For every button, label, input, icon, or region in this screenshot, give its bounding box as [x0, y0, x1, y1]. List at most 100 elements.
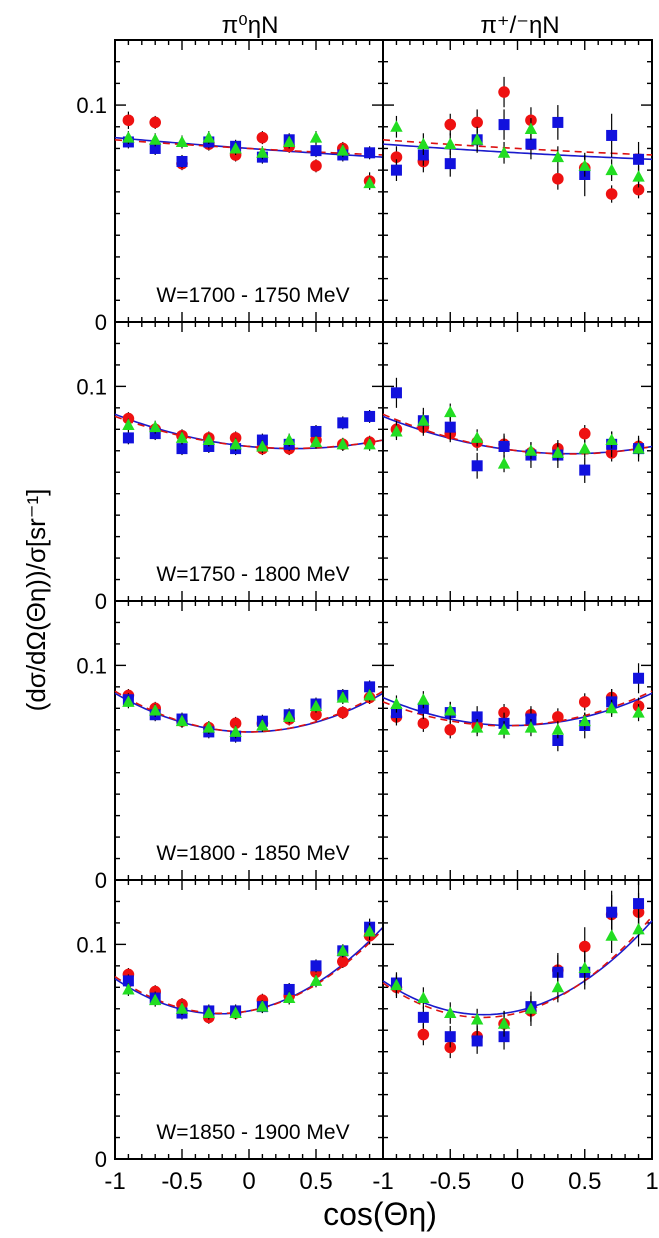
fit-curve-dashed [382, 138, 653, 156]
x-tick-label: -1 [372, 1168, 393, 1195]
x-tick-label: 1 [645, 1168, 658, 1195]
y-tick-label: 0 [95, 1147, 107, 1172]
data-point-triangle [578, 961, 591, 973]
panel-6: 0 0.1 -1 -0.5 0 0.5 W=1850 - 1900 MeV [76, 879, 384, 1195]
data-point-triangle [256, 439, 269, 452]
data-point-triangle [336, 144, 349, 156]
data-point-triangle [256, 146, 269, 158]
data-point-triangle [390, 424, 403, 437]
panel-frame [114, 321, 384, 602]
data-point-circle [578, 940, 591, 953]
data-point-square [633, 153, 645, 165]
x-axis-title: cos(Θη) [323, 1196, 437, 1232]
data-point-circle [444, 723, 457, 736]
data-point-triangle [122, 982, 135, 995]
data-point-circle [417, 1028, 430, 1041]
data-point-circle [552, 173, 564, 185]
panel-frame [114, 39, 384, 323]
y-tick-label: 0.1 [76, 653, 107, 678]
data-point-square [364, 147, 376, 159]
data-point-triangle [363, 437, 376, 450]
data-point-triangle [283, 135, 296, 147]
data-point-circle [229, 717, 242, 730]
data-point-triangle [390, 978, 403, 991]
data-point-triangle [578, 714, 591, 727]
data-point-triangle [229, 725, 242, 737]
x-tick-label: 0 [511, 1168, 524, 1195]
data-point-square [444, 421, 456, 433]
data-point-triangle [605, 929, 618, 941]
energy-range-label: W=1850 - 1900 MeV [156, 1121, 349, 1144]
data-point-circle [122, 114, 135, 127]
data-point-triangle [417, 414, 430, 426]
data-point-circle [337, 955, 349, 968]
data-point-triangle [632, 442, 645, 454]
y-tick-label: 0.1 [76, 932, 107, 957]
data-point-circle [605, 188, 618, 200]
data-point-triangle [524, 444, 538, 456]
data-point-circle [337, 706, 349, 719]
panel-frame [114, 879, 384, 1160]
data-point-circle [444, 118, 457, 131]
panel-frame [114, 600, 384, 881]
data-point-circle [552, 711, 564, 723]
fit-curve-dashed [114, 138, 384, 156]
data-point-circle [310, 708, 322, 721]
y-tick-label: 0 [95, 868, 107, 893]
data-point-square [525, 138, 537, 150]
data-point-square [471, 711, 483, 723]
data-point-triangle [202, 131, 215, 143]
energy-range-label: W=1800 - 1850 MeV [156, 842, 349, 865]
data-point-triangle [444, 1006, 457, 1019]
data-point-triangle [229, 141, 242, 154]
data-point-square [176, 155, 188, 167]
data-point-square [633, 898, 645, 910]
data-point-circle [417, 717, 430, 730]
data-point-triangle [632, 170, 645, 182]
fit-curve-dashed [382, 690, 653, 727]
data-point-triangle [122, 131, 135, 143]
data-point-square [149, 142, 161, 154]
data-point-triangle [497, 723, 511, 735]
data-point-square [606, 129, 618, 141]
data-point-triangle [605, 701, 618, 714]
data-point-triangle [229, 437, 242, 450]
energy-range-label: W=1700 - 1750 MeV [156, 284, 349, 307]
data-point-triangle [309, 974, 323, 986]
data-point-triangle [605, 163, 618, 176]
data-point-circle [256, 131, 269, 144]
data-point-triangle [551, 723, 565, 735]
data-point-square [498, 440, 510, 452]
panel-3 [382, 321, 653, 602]
y-tick-label: 0.1 [76, 374, 107, 399]
fit-curve-dashed [382, 915, 653, 1019]
data-point-triangle [497, 146, 511, 158]
data-point-triangle [390, 697, 403, 710]
data-point-triangle [175, 714, 189, 727]
panel-4: 0 0.1 W=1800 - 1850 MeV [76, 600, 384, 893]
x-tick-label: -0.5 [430, 1168, 471, 1195]
data-point-square [471, 460, 483, 472]
panels-group: 0 0.1 W=1700 - 1750 MeV 0 0.1 W=1750 - 1800 M… [76, 39, 659, 1195]
data-point-triangle [390, 120, 403, 132]
data-point-square [283, 983, 295, 995]
panel-frame [382, 600, 653, 881]
data-point-triangle [632, 706, 645, 718]
data-point-triangle [470, 431, 484, 443]
data-point-circle [632, 183, 645, 196]
data-point-circle [471, 116, 483, 129]
data-point-triangle [175, 1002, 189, 1014]
data-point-triangle [283, 433, 296, 446]
data-point-circle [498, 86, 510, 98]
data-point-triangle [202, 1006, 215, 1019]
data-point-square [310, 145, 322, 157]
data-point-triangle [497, 1017, 511, 1029]
data-point-triangle [632, 922, 645, 935]
data-point-triangle [417, 137, 430, 150]
data-point-triangle [149, 993, 162, 1006]
data-point-square [444, 1031, 456, 1043]
data-point-triangle [309, 699, 323, 712]
y-axis-title: (dσ/dΩ(Θη))/σ[sr⁻¹] [21, 489, 51, 712]
data-point-triangle [256, 1000, 269, 1012]
data-point-circle [149, 116, 161, 129]
